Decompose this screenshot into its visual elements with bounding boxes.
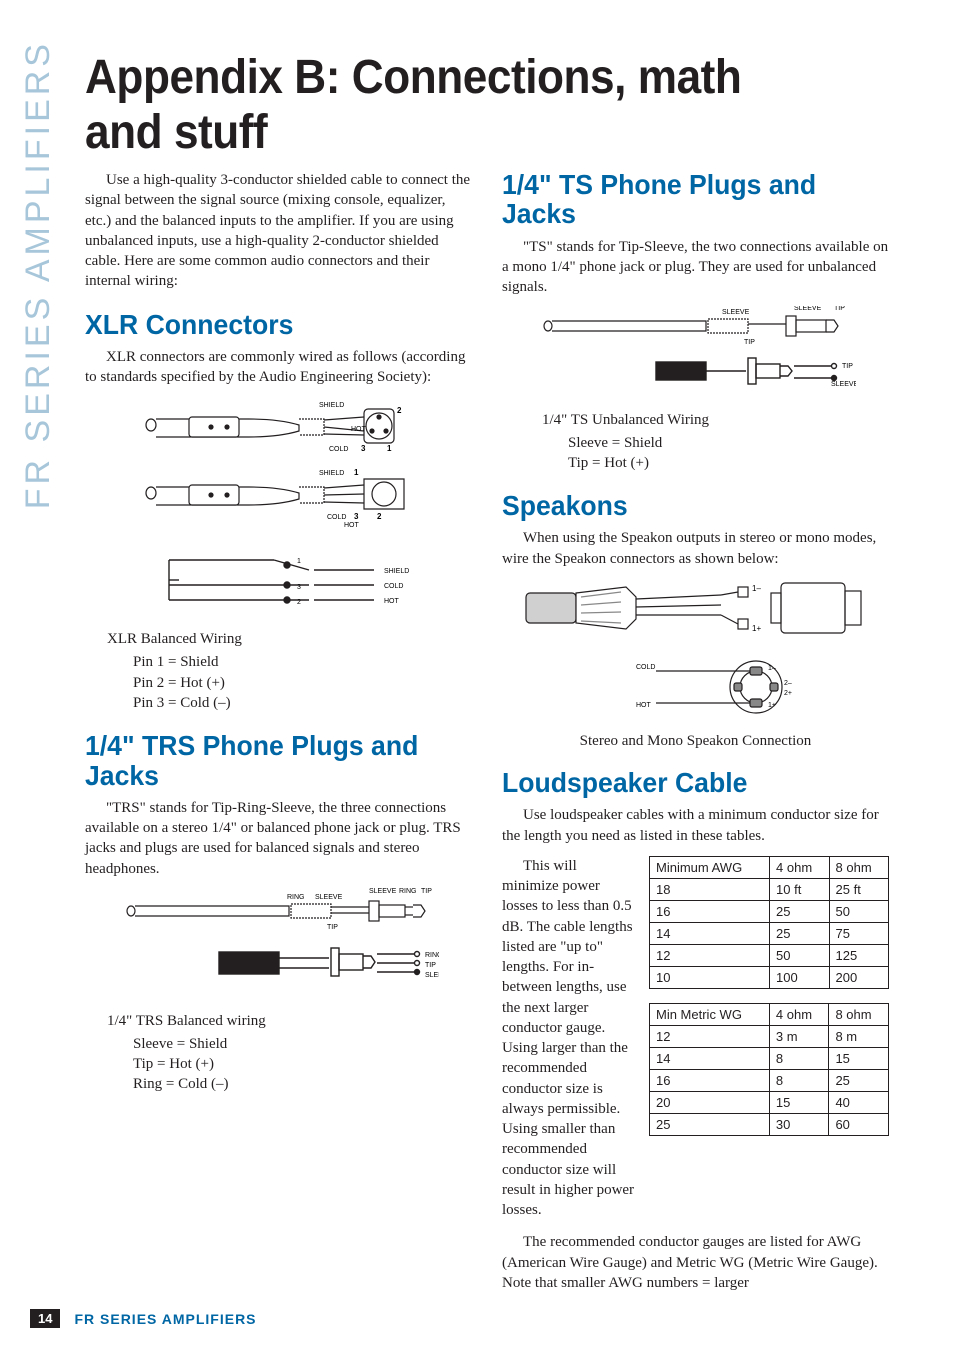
svg-text:SLEEVE: SLEEVE (794, 306, 822, 312)
svg-text:1–: 1– (768, 665, 776, 672)
xlr-legend: Pin 1 = Shield Pin 2 = Hot (+) Pin 3 = C… (133, 652, 472, 713)
speakon-body: When using the Speakon outputs in stereo… (502, 528, 889, 569)
page-number: 14 (30, 1309, 60, 1328)
svg-text:SHIELD: SHIELD (319, 470, 344, 477)
cable-aside-row: This will minimize power losses to less … (502, 856, 889, 1221)
table-row: 201540 (650, 1091, 889, 1113)
trs-heading: 1/4" TRS Phone Plugs and Jacks (85, 731, 453, 790)
table-header: Minimum AWG (650, 856, 770, 878)
svg-text:TIP: TIP (744, 339, 755, 346)
cable-body: Use loudspeaker cables with a minimum co… (502, 805, 889, 846)
svg-text:1+: 1+ (768, 702, 776, 709)
table-row: 10100200 (650, 966, 889, 988)
svg-text:1–: 1– (752, 584, 761, 593)
svg-text:HOT: HOT (344, 522, 360, 529)
table-row: 1810 ft25 ft (650, 878, 889, 900)
cable-tables: Minimum AWG4 ohm8 ohm1810 ft25 ft1625501… (649, 856, 889, 1136)
svg-text:2–: 2– (784, 680, 792, 687)
metric-table: Min Metric WG4 ohm8 ohm123 m8 m148151682… (649, 1003, 889, 1136)
table-header: Min Metric WG (650, 1003, 770, 1025)
trs-body: "TRS" stands for Tip-Ring-Sleeve, the th… (85, 798, 472, 879)
page-content: Appendix B: Connections, math and stuff … (85, 50, 890, 1299)
table-row: 1250125 (650, 944, 889, 966)
xlr-lbl-2: 2 (397, 406, 402, 415)
svg-text:TIP: TIP (842, 363, 853, 370)
svg-text:3: 3 (354, 512, 359, 521)
ts-legend: Sleeve = Shield Tip = Hot (+) (568, 433, 889, 474)
speakon-caption: Stereo and Mono Speakon Connection (502, 733, 889, 750)
xlr-body: XLR connectors are commonly wired as fol… (85, 347, 472, 388)
trs-legend: Sleeve = Shield Tip = Hot (+) Ring = Col… (133, 1034, 472, 1095)
svg-text:SHIELD: SHIELD (384, 568, 409, 575)
footer-title: FR SERIES AMPLIFIERS (74, 1311, 256, 1327)
xlr-lbl-3: 3 (361, 444, 366, 453)
xlr-lbl-cold: COLD (329, 446, 348, 453)
page-title: Appendix B: Connections, math and stuff (85, 50, 826, 160)
page-footer: 14 FR SERIES AMPLIFIERS (30, 1309, 257, 1328)
table-row: 142575 (650, 922, 889, 944)
svg-text:SLEEVE: SLEEVE (315, 894, 343, 901)
side-label-text: FR SERIES AMPLIFIERS (19, 40, 58, 509)
side-label: FR SERIES AMPLIFIERS (18, 40, 58, 440)
trs-diagram: RING SLEEVE SLEEVE RING TIP TIP (85, 887, 472, 1007)
awg-table: Minimum AWG4 ohm8 ohm1810 ft25 ft1625501… (649, 856, 889, 989)
svg-text:TIP: TIP (425, 962, 436, 969)
svg-text:RING: RING (287, 894, 305, 901)
cable-aside: This will minimize power losses to less … (502, 856, 635, 1221)
svg-text:HOT: HOT (384, 598, 400, 605)
xlr-lbl-hot: HOT (351, 426, 367, 433)
ts-body: "TS" stands for Tip-Sleeve, the two conn… (502, 237, 889, 298)
intro-paragraph: Use a high-quality 3-conductor shielded … (85, 170, 472, 292)
svg-text:SLEEVE: SLEEVE (722, 309, 750, 316)
ts-caption: 1/4" TS Unbalanced Wiring (542, 412, 889, 429)
table-row: 123 m8 m (650, 1025, 889, 1047)
speakon-heading: Speakons (502, 491, 870, 520)
speakon-diagram: 1– 1+ COLD HOT 1– (502, 577, 889, 727)
table-header: 8 ohm (829, 856, 888, 878)
svg-text:SLEEVE: SLEEVE (369, 888, 397, 895)
table-row: 16825 (650, 1069, 889, 1091)
svg-text:1: 1 (297, 558, 301, 565)
svg-text:2: 2 (377, 512, 382, 521)
right-column: 1/4" TS Phone Plugs and Jacks "TS" stand… (502, 170, 889, 1299)
svg-text:3: 3 (297, 584, 301, 591)
svg-text:COLD: COLD (636, 664, 655, 671)
table-header: 4 ohm (769, 1003, 829, 1025)
xlr-diagram: SHIELD 2 HOT COLD 3 1 (85, 395, 472, 625)
svg-text:2: 2 (297, 599, 301, 606)
ts-heading: 1/4" TS Phone Plugs and Jacks (502, 170, 870, 229)
table-row: 162550 (650, 900, 889, 922)
table-row: 253060 (650, 1113, 889, 1135)
svg-text:2+: 2+ (784, 690, 792, 697)
table-header: 8 ohm (829, 1003, 889, 1025)
xlr-heading: XLR Connectors (85, 310, 453, 339)
svg-text:TIP: TIP (421, 888, 432, 895)
ts-diagram: SLEEVE SLEEVE TIP TIP (502, 306, 889, 406)
cable-note: The recommended conductor gauges are lis… (502, 1232, 889, 1293)
xlr-lbl-1: 1 (387, 444, 392, 453)
left-column: Use a high-quality 3-conductor shielded … (85, 170, 472, 1299)
svg-text:HOT: HOT (636, 702, 652, 709)
table-header: 4 ohm (770, 856, 829, 878)
svg-text:1: 1 (354, 468, 359, 477)
svg-text:SLEEVE: SLEEVE (831, 381, 856, 388)
xlr-lbl-shield: SHIELD (319, 402, 344, 409)
svg-text:RING: RING (425, 952, 439, 959)
xlr-caption: XLR Balanced Wiring (107, 631, 472, 648)
cable-heading: Loudspeaker Cable (502, 768, 870, 797)
svg-text:TIP: TIP (327, 924, 338, 931)
svg-text:SLEEVE: SLEEVE (425, 972, 439, 979)
svg-text:TIP: TIP (834, 306, 845, 312)
svg-text:COLD: COLD (327, 514, 346, 521)
svg-text:COLD: COLD (384, 583, 403, 590)
svg-text:RING: RING (399, 888, 417, 895)
trs-caption: 1/4" TRS Balanced wiring (107, 1013, 472, 1030)
table-row: 14815 (650, 1047, 889, 1069)
svg-text:1+: 1+ (752, 624, 761, 633)
